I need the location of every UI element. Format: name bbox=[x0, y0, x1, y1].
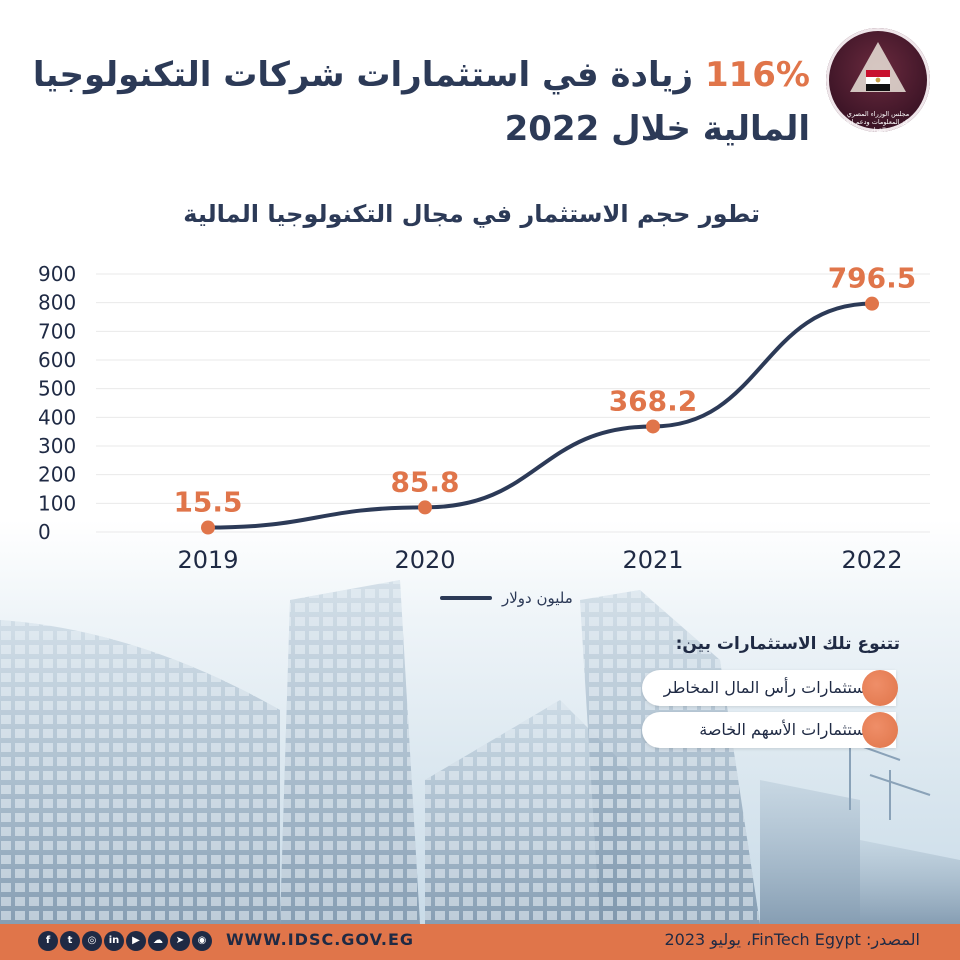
data-point bbox=[646, 419, 660, 434]
x-tick-label: 2022 bbox=[841, 546, 902, 574]
line-chart: 0 100 200 300 400 500 600 700 800 900 2019 2020 2021… bbox=[38, 262, 930, 574]
y-tick-label: 400 bbox=[38, 405, 76, 429]
twitter-icon[interactable]: t bbox=[60, 931, 80, 951]
idsc-logo: مجلس الوزراء المصري مركز المعلومات ودعم … bbox=[826, 28, 930, 132]
website-link[interactable]: WWW.IDSC.GOV.EG bbox=[226, 930, 415, 949]
logo-emblem-icon bbox=[850, 42, 906, 92]
y-tick-label: 900 bbox=[38, 262, 76, 286]
data-label: 368.2 bbox=[609, 384, 698, 417]
soundcloud-icon[interactable]: ☁ bbox=[148, 931, 168, 951]
x-tick-label: 2019 bbox=[177, 546, 238, 574]
legend-line-swatch bbox=[440, 596, 492, 600]
logo-text-line1: مجلس الوزراء المصري bbox=[846, 110, 910, 118]
bullet-dot-icon bbox=[862, 712, 898, 748]
series-line bbox=[206, 301, 874, 530]
y-tick-label: 300 bbox=[38, 434, 76, 458]
headline-line1-text: زيادة في استثمارات شركات التكنولوجيا bbox=[32, 55, 694, 95]
headline-line1: 116% زيادة في استثمارات شركات التكنولوجي… bbox=[30, 50, 810, 100]
chart-title: تطور حجم الاستثمار في مجال التكنولوجيا ا… bbox=[183, 200, 760, 228]
telegram-icon[interactable]: ➤ bbox=[170, 931, 190, 951]
data-point bbox=[865, 296, 879, 311]
legend-label: مليون دولار bbox=[502, 589, 573, 607]
bullet-dot-icon bbox=[862, 670, 898, 706]
facebook-icon[interactable]: f bbox=[38, 931, 58, 951]
data-point bbox=[418, 500, 432, 515]
data-label: 796.5 bbox=[828, 262, 917, 295]
y-tick-label: 0 bbox=[38, 520, 51, 544]
data-point bbox=[201, 520, 215, 535]
data-label: 15.5 bbox=[173, 486, 242, 519]
instagram-icon[interactable]: ◎ bbox=[82, 931, 102, 951]
y-tick-label: 600 bbox=[38, 348, 76, 372]
source-text: المصدر: FinTech Egypt، يوليو 2023 bbox=[664, 930, 920, 949]
x-tick-label: 2021 bbox=[622, 546, 683, 574]
x-tick-label: 2020 bbox=[394, 546, 455, 574]
y-tick-label: 700 bbox=[38, 319, 76, 343]
info-item-venture-capital: استثمارات رأس المال المخاطر bbox=[642, 670, 896, 706]
y-tick-label: 500 bbox=[38, 377, 76, 401]
y-tick-label: 200 bbox=[38, 463, 76, 487]
social-icons: f t ◎ in ▶ ☁ ➤ ◉ bbox=[38, 931, 212, 953]
youtube-icon[interactable]: ▶ bbox=[126, 931, 146, 951]
data-label: 85.8 bbox=[390, 465, 459, 498]
snapchat-icon[interactable]: ◉ bbox=[192, 931, 212, 951]
headline-percent: 116% bbox=[704, 55, 810, 95]
logo-text-line2: مركز المعلومات ودعم اتخاذ القرار bbox=[840, 118, 916, 132]
y-tick-label: 800 bbox=[38, 291, 76, 315]
info-title: تتنوع تلك الاستثمارات بين: bbox=[675, 634, 900, 654]
y-tick-label: 100 bbox=[38, 491, 76, 515]
chart-legend: مليون دولار bbox=[440, 586, 573, 610]
headline-line2: المالية خلال 2022 bbox=[504, 109, 810, 149]
info-item-private-equity: استثمارات الأسهم الخاصة bbox=[642, 712, 896, 748]
linkedin-icon[interactable]: in bbox=[104, 931, 124, 951]
